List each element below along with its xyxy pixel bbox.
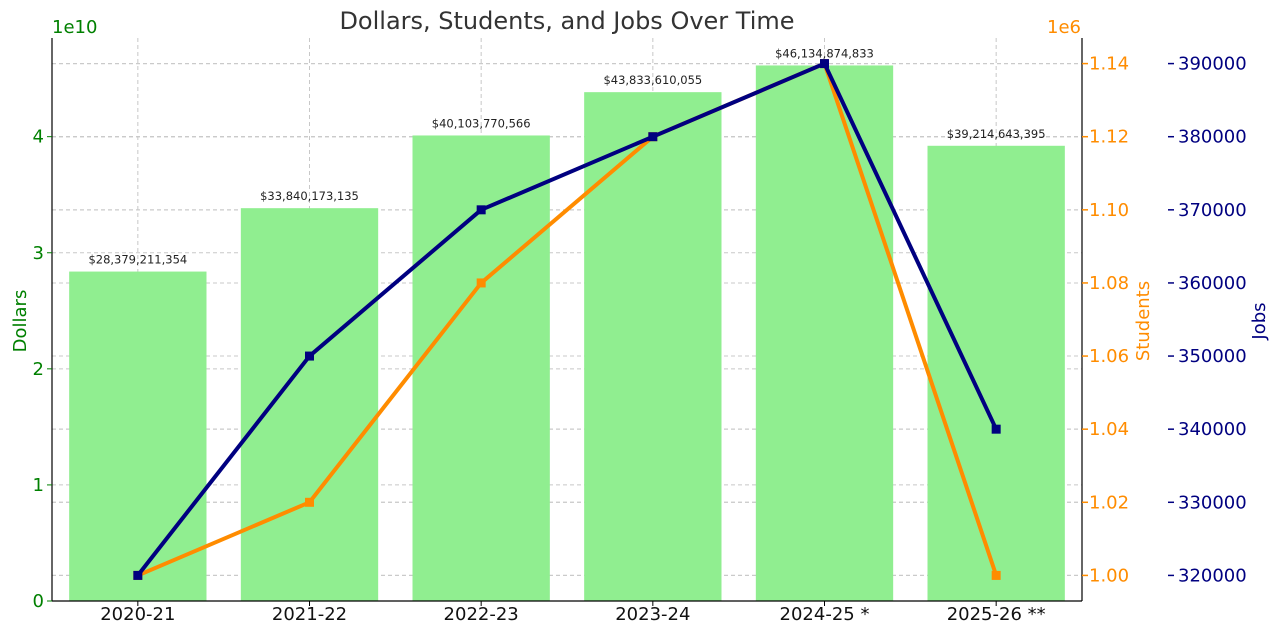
students-tick-label: 1.00 — [1089, 565, 1129, 586]
chart-title: Dollars, Students, and Jobs Over Time — [339, 7, 794, 35]
x-tick-label: 2024-25 * — [780, 604, 870, 625]
left-tick-label: 4 — [33, 127, 44, 148]
bar-data-label: $43,833,610,055 — [603, 73, 702, 87]
bar-data-labels: $28,379,211,354 $33,840,173,135 $40,103,77… — [88, 46, 1045, 266]
left-tick-label: 0 — [33, 591, 44, 612]
line-series — [133, 59, 1001, 580]
left-tick-label: 2 — [33, 359, 44, 380]
bar-series — [69, 65, 1065, 601]
students-axis-multiplier: 1e6 — [1047, 17, 1081, 38]
bar-data-label: $39,214,643,395 — [947, 127, 1046, 141]
jobs-marker — [133, 570, 143, 580]
dollars-bar — [412, 135, 550, 601]
students-marker — [305, 497, 314, 507]
jobs-marker — [305, 351, 314, 361]
students-marker — [991, 570, 1001, 580]
jobs-marker — [991, 424, 1001, 434]
students-tick-label: 1.02 — [1089, 492, 1129, 513]
x-tick-label: 2025-26 ** — [947, 604, 1046, 625]
x-tick-label: 2021-22 — [272, 604, 347, 625]
left-axis-title: Dollars — [10, 290, 31, 353]
jobs-tick-label: 360000 — [1178, 273, 1247, 294]
jobs-tick-label: 350000 — [1178, 346, 1247, 367]
dollars-bar — [755, 65, 894, 601]
x-tick-label: 2023-24 — [615, 604, 690, 625]
bar-data-label: $33,840,173,135 — [260, 189, 359, 203]
dollars-bar — [584, 92, 722, 601]
jobs-line — [136, 61, 998, 577]
students-tick-label: 1.06 — [1089, 346, 1129, 367]
students-marker — [476, 278, 486, 288]
students-tick-label: 1.04 — [1089, 419, 1129, 440]
jobs-tick-label: 320000 — [1178, 565, 1247, 586]
jobs-marker — [648, 132, 658, 142]
jobs-axis-title: Jobs — [1249, 302, 1270, 340]
jobs-marker — [820, 59, 829, 69]
students-line — [137, 61, 999, 578]
gridlines — [52, 38, 1082, 602]
bar-data-label: $40,103,770,566 — [432, 116, 531, 130]
dollars-bar — [927, 145, 1065, 601]
bar-data-label: $28,379,211,354 — [88, 253, 187, 267]
x-tick-label: 2020-21 — [100, 604, 175, 625]
jobs-tick-label: 370000 — [1178, 200, 1247, 221]
axes: 2020-21 2021-22 2022-23 2023-24 2024-25 * 202… — [33, 38, 1247, 625]
dollars-bar — [69, 271, 207, 601]
bar-data-label: $46,134,874,833 — [775, 46, 874, 60]
left-tick-label: 1 — [33, 475, 44, 496]
jobs-tick-label: 340000 — [1178, 419, 1247, 440]
jobs-tick-label: 330000 — [1178, 492, 1247, 513]
students-axis-title: Students — [1133, 281, 1154, 361]
jobs-tick-label: 380000 — [1178, 127, 1247, 148]
students-tick-label: 1.14 — [1089, 54, 1129, 75]
students-tick-label: 1.12 — [1089, 127, 1129, 148]
jobs-marker — [476, 205, 486, 215]
students-tick-label: 1.08 — [1089, 273, 1129, 294]
jobs-tick-label: 390000 — [1178, 54, 1247, 75]
students-tick-label: 1.10 — [1089, 200, 1129, 221]
left-axis-multiplier: 1e10 — [52, 17, 97, 38]
x-tick-label: 2022-23 — [444, 604, 519, 625]
left-tick-label: 3 — [33, 243, 44, 264]
dollars-bar — [240, 208, 379, 601]
